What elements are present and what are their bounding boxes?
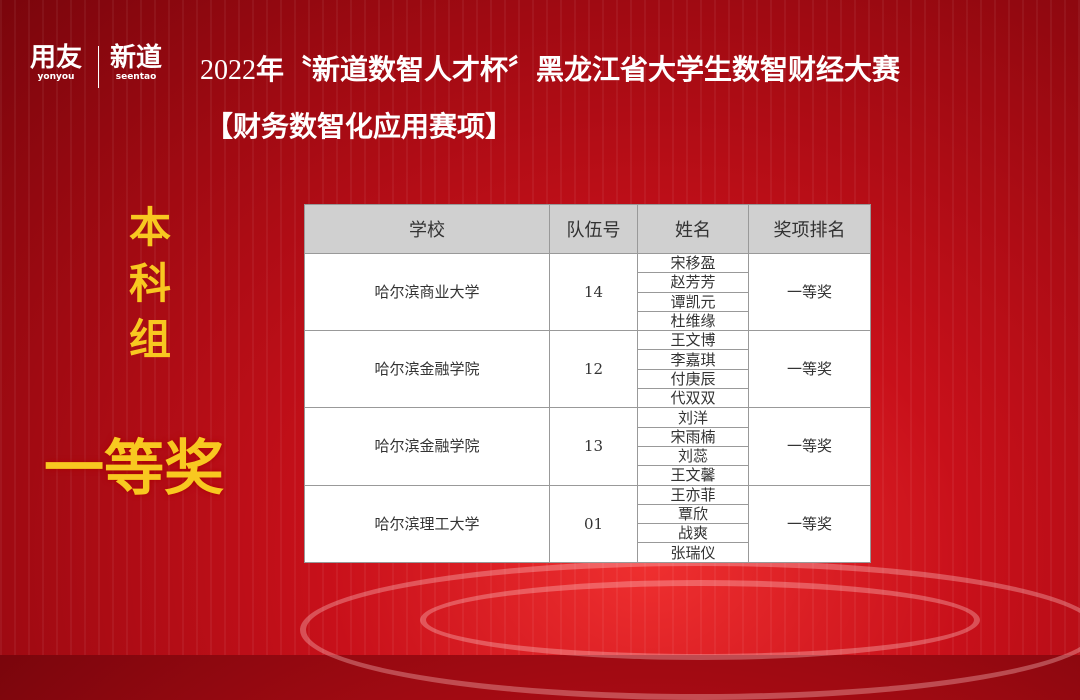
page-subtitle: 【财务数智化应用赛项】 [205, 110, 514, 143]
logo-divider [98, 46, 99, 88]
award-cell: 一等奖 [748, 407, 871, 486]
member-cell: 刘蕊 [637, 445, 749, 467]
table-row: 李嘉琪 [305, 349, 871, 370]
seentao-logo: 新道 seentao [110, 43, 163, 82]
member-cell: 付庚辰 [637, 368, 749, 390]
decor-ring [420, 580, 980, 660]
table-row: 刘蕊 [305, 445, 871, 467]
table-row: 哈尔滨商业大学 14 宋移盈 一等奖 [304, 252, 871, 332]
table-row: 代双双 [305, 388, 871, 409]
results-table: 学校 队伍号 姓名 奖项排名 哈尔滨商业大学 14 宋移盈 一等奖 赵芳芳 谭凯元 杜维缘哈… [304, 204, 871, 563]
team-cell: 13 [549, 407, 638, 486]
team-cell: 12 [549, 330, 638, 409]
member-cell: 覃欣 [637, 503, 749, 525]
header-team: 队伍号 [549, 204, 638, 254]
table-row: 王文馨 [305, 465, 871, 486]
header-school: 学校 [304, 204, 550, 254]
team-cell: 14 [549, 252, 638, 332]
yonyou-logo: 用友 yonyou [30, 43, 83, 82]
member-cell: 赵芳芳 [637, 272, 749, 293]
table-row: 赵芳芳 [305, 272, 871, 293]
table-row: 杜维缘 [305, 310, 871, 332]
award-label: 一等奖 [44, 434, 224, 504]
member-cell: 张瑞仪 [637, 542, 749, 563]
header-award: 奖项排名 [748, 204, 871, 254]
table-row: 哈尔滨理工大学 01 王亦菲 一等奖 [304, 484, 871, 563]
header-name: 姓名 [637, 204, 749, 254]
member-cell: 王文博 [637, 330, 749, 351]
member-cell: 代双双 [637, 388, 749, 409]
member-cell: 李嘉琪 [637, 349, 749, 370]
table-row: 付庚辰 [305, 368, 871, 390]
table-row: 谭凯元 [305, 291, 871, 312]
school-cell: 哈尔滨理工大学 [304, 484, 550, 563]
member-cell: 杜维缘 [637, 310, 749, 332]
school-cell: 哈尔滨商业大学 [304, 252, 550, 332]
award-cell: 一等奖 [748, 252, 871, 332]
member-cell: 王文馨 [637, 465, 749, 486]
group-label: 本科组 [128, 203, 171, 364]
member-cell: 谭凯元 [637, 291, 749, 312]
member-cell: 宋雨楠 [637, 426, 749, 447]
school-cell: 哈尔滨金融学院 [304, 330, 550, 409]
table-row: 哈尔滨金融学院 12 王文博 一等奖 [304, 330, 871, 409]
member-cell: 王亦菲 [637, 484, 749, 505]
table-row: 哈尔滨金融学院 13 刘洋 一等奖 [304, 407, 871, 486]
team-cell: 01 [549, 484, 638, 563]
award-cell: 一等奖 [748, 484, 871, 563]
school-cell: 哈尔滨金融学院 [304, 407, 550, 486]
member-cell: 宋移盈 [637, 252, 749, 274]
page-title: 2022年〝新道数智人才杯〞黑龙江省大学生数智财经大赛 [200, 53, 901, 86]
member-cell: 战爽 [637, 523, 749, 544]
member-cell: 刘洋 [637, 407, 749, 428]
table-row: 战爽 [305, 523, 871, 544]
award-cell: 一等奖 [748, 330, 871, 409]
table-row: 张瑞仪 [305, 542, 871, 563]
